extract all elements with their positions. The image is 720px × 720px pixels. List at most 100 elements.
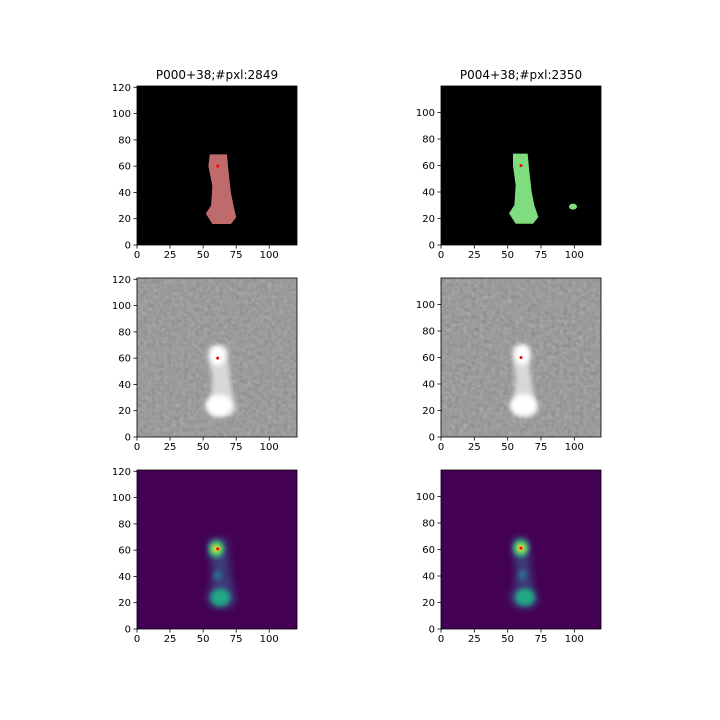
x-tick-label: 25 [164, 250, 177, 261]
mask-region [509, 153, 539, 224]
y-tick-label: 40 [422, 572, 435, 583]
x-tick-label: 75 [230, 634, 243, 645]
image [137, 278, 297, 437]
y-tick-label: 0 [429, 625, 435, 636]
axes-frame [136, 85, 298, 246]
y-tick-label: 80 [422, 519, 435, 530]
y-tick-label: 40 [118, 188, 131, 199]
subplot: 0 25 50 75 100 0 20 40 60 80 100 P004+38;#pxl:2350 [416, 68, 602, 261]
y-tick-label: 20 [118, 214, 131, 225]
x-tick-label: 0 [438, 442, 444, 453]
x-tick-label: 25 [468, 442, 481, 453]
signal-region [518, 569, 527, 580]
x-tick-label: 0 [134, 634, 140, 645]
y-tick-label: 40 [422, 380, 435, 391]
y-tick-label: 80 [118, 327, 131, 338]
bright-region [514, 344, 531, 365]
x-tick-label: 0 [134, 250, 140, 261]
y-tick-label: 0 [125, 625, 131, 636]
x-tick-label: 100 [260, 250, 279, 261]
subplot-title: P000+38;#pxl:2849 [156, 68, 278, 82]
y-tick-label: 60 [118, 546, 131, 557]
x-tick-label: 25 [468, 634, 481, 645]
bright-region [510, 394, 537, 417]
image [441, 278, 601, 437]
x-tick-label: 0 [438, 250, 444, 261]
signal-region [213, 570, 222, 581]
x-tick-label: 75 [230, 250, 243, 261]
subplot-title: P004+38;#pxl:2350 [460, 68, 582, 82]
x-tick-label: 75 [535, 634, 548, 645]
subplot: 0 25 50 75 100 0 20 40 60 80 100 [416, 277, 602, 453]
image [137, 86, 297, 245]
y-tick-label: 80 [422, 327, 435, 338]
marker [216, 164, 220, 168]
y-tick-label: 0 [429, 241, 435, 252]
y-tick-label: 100 [112, 301, 131, 312]
x-tick-label: 100 [260, 442, 279, 453]
x-tick-label: 50 [501, 442, 514, 453]
x-tick-label: 50 [197, 442, 210, 453]
y-tick-label: 120 [112, 467, 131, 478]
y-tick-label: 60 [422, 353, 435, 364]
y-tick-label: 0 [429, 433, 435, 444]
x-tick-label: 50 [501, 250, 514, 261]
y-tick-label: 20 [118, 598, 131, 609]
y-tick-label: 40 [118, 380, 131, 391]
y-tick-label: 0 [125, 433, 131, 444]
signal-region [515, 588, 535, 607]
y-tick-label: 120 [112, 275, 131, 286]
y-tick-label: 100 [416, 108, 435, 119]
bright-region [209, 345, 226, 366]
marker [519, 546, 523, 550]
x-tick-label: 50 [501, 634, 514, 645]
y-tick-label: 100 [112, 493, 131, 504]
y-tick-label: 60 [422, 545, 435, 556]
y-tick-label: 0 [125, 241, 131, 252]
y-tick-label: 20 [118, 406, 131, 417]
y-tick-label: 40 [118, 572, 131, 583]
x-tick-label: 50 [197, 634, 210, 645]
y-tick-label: 80 [118, 135, 131, 146]
x-tick-label: 100 [565, 250, 584, 261]
axes-frame [136, 469, 298, 630]
signal-region [210, 588, 231, 607]
y-tick-label: 100 [416, 492, 435, 503]
x-tick-label: 100 [565, 442, 584, 453]
mask-region [569, 203, 577, 210]
y-tick-label: 60 [118, 354, 131, 365]
x-tick-label: 25 [468, 250, 481, 261]
marker [216, 547, 220, 551]
x-tick-label: 75 [230, 442, 243, 453]
x-tick-label: 100 [260, 634, 279, 645]
subplot: 0 25 50 75 100 0 20 40 60 80 100 120 [112, 275, 298, 453]
x-tick-label: 75 [535, 442, 548, 453]
y-tick-label: 100 [112, 109, 131, 120]
subplot: 0 25 50 75 100 0 20 40 60 80 100 120 [112, 467, 298, 645]
marker [519, 356, 523, 359]
x-tick-label: 0 [134, 442, 140, 453]
y-tick-label: 20 [422, 406, 435, 417]
bright-region [205, 394, 232, 417]
y-tick-label: 80 [118, 519, 131, 530]
y-tick-label: 20 [422, 214, 435, 225]
x-tick-label: 75 [535, 250, 548, 261]
x-tick-label: 50 [197, 250, 210, 261]
image [441, 86, 601, 245]
y-tick-label: 60 [422, 161, 435, 172]
axes-frame [136, 277, 298, 438]
subplot: 0 25 50 75 100 0 20 40 60 80 100 120 P000+38;#pxl:28… [112, 68, 298, 261]
mask-region [205, 154, 237, 224]
marker [216, 356, 220, 360]
y-tick-label: 60 [118, 162, 131, 173]
y-tick-label: 100 [416, 300, 435, 311]
x-tick-label: 25 [164, 634, 177, 645]
subplot: 0 25 50 75 100 0 20 40 60 80 100 [416, 469, 602, 645]
x-tick-label: 25 [164, 442, 177, 453]
y-tick-label: 40 [422, 188, 435, 199]
image [441, 470, 601, 629]
x-tick-label: 0 [438, 634, 444, 645]
y-tick-label: 120 [112, 83, 131, 94]
image [137, 470, 297, 629]
